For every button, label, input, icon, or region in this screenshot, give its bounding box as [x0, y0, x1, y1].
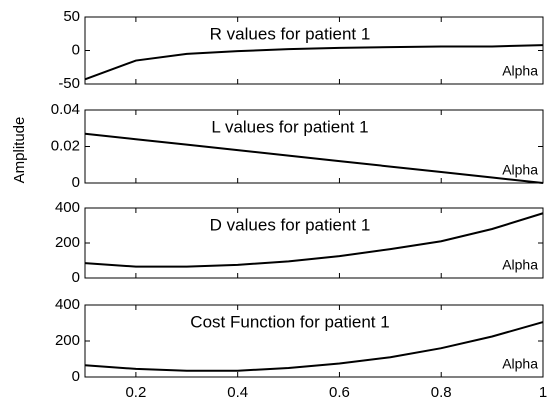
y-tick-label: 0.04 [51, 101, 80, 118]
x-tick-label: 1 [539, 384, 547, 401]
x-tick-label: 0.4 [227, 384, 248, 401]
subplot-title: R values for patient 1 [210, 24, 371, 43]
x-tick-label: 0.8 [431, 384, 452, 401]
line-series [84, 132, 544, 184]
y-tick-label: 200 [55, 234, 80, 251]
y-tick-label: -50 [58, 75, 80, 92]
y-tick-label: 50 [63, 8, 80, 25]
x-axis-label: Alpha [502, 356, 538, 372]
line-series [84, 212, 544, 268]
x-tick-label: 0.2 [125, 384, 146, 401]
y-axis-label: Amplitude [11, 117, 28, 184]
y-tick-label: 0 [72, 174, 80, 191]
y-tick-label: 0 [72, 269, 80, 286]
x-axis-label: Alpha [502, 63, 538, 79]
y-tick-label: 400 [55, 199, 80, 216]
y-tick-label: 0.02 [51, 137, 80, 154]
line-series [84, 44, 544, 81]
y-tick-label: 0 [72, 368, 80, 385]
y-tick-label: 200 [55, 332, 80, 349]
subplot-title: D values for patient 1 [210, 215, 371, 234]
subplot-title: Cost Function for patient 1 [190, 312, 389, 331]
subplot-title: L values for patient 1 [211, 117, 368, 136]
y-tick-label: 400 [55, 296, 80, 313]
x-axis-label: Alpha [502, 257, 538, 273]
x-axis-label: Alpha [502, 162, 538, 178]
x-tick-label: 0.6 [329, 384, 350, 401]
y-tick-label: 0 [72, 41, 80, 58]
line-series [84, 321, 544, 372]
